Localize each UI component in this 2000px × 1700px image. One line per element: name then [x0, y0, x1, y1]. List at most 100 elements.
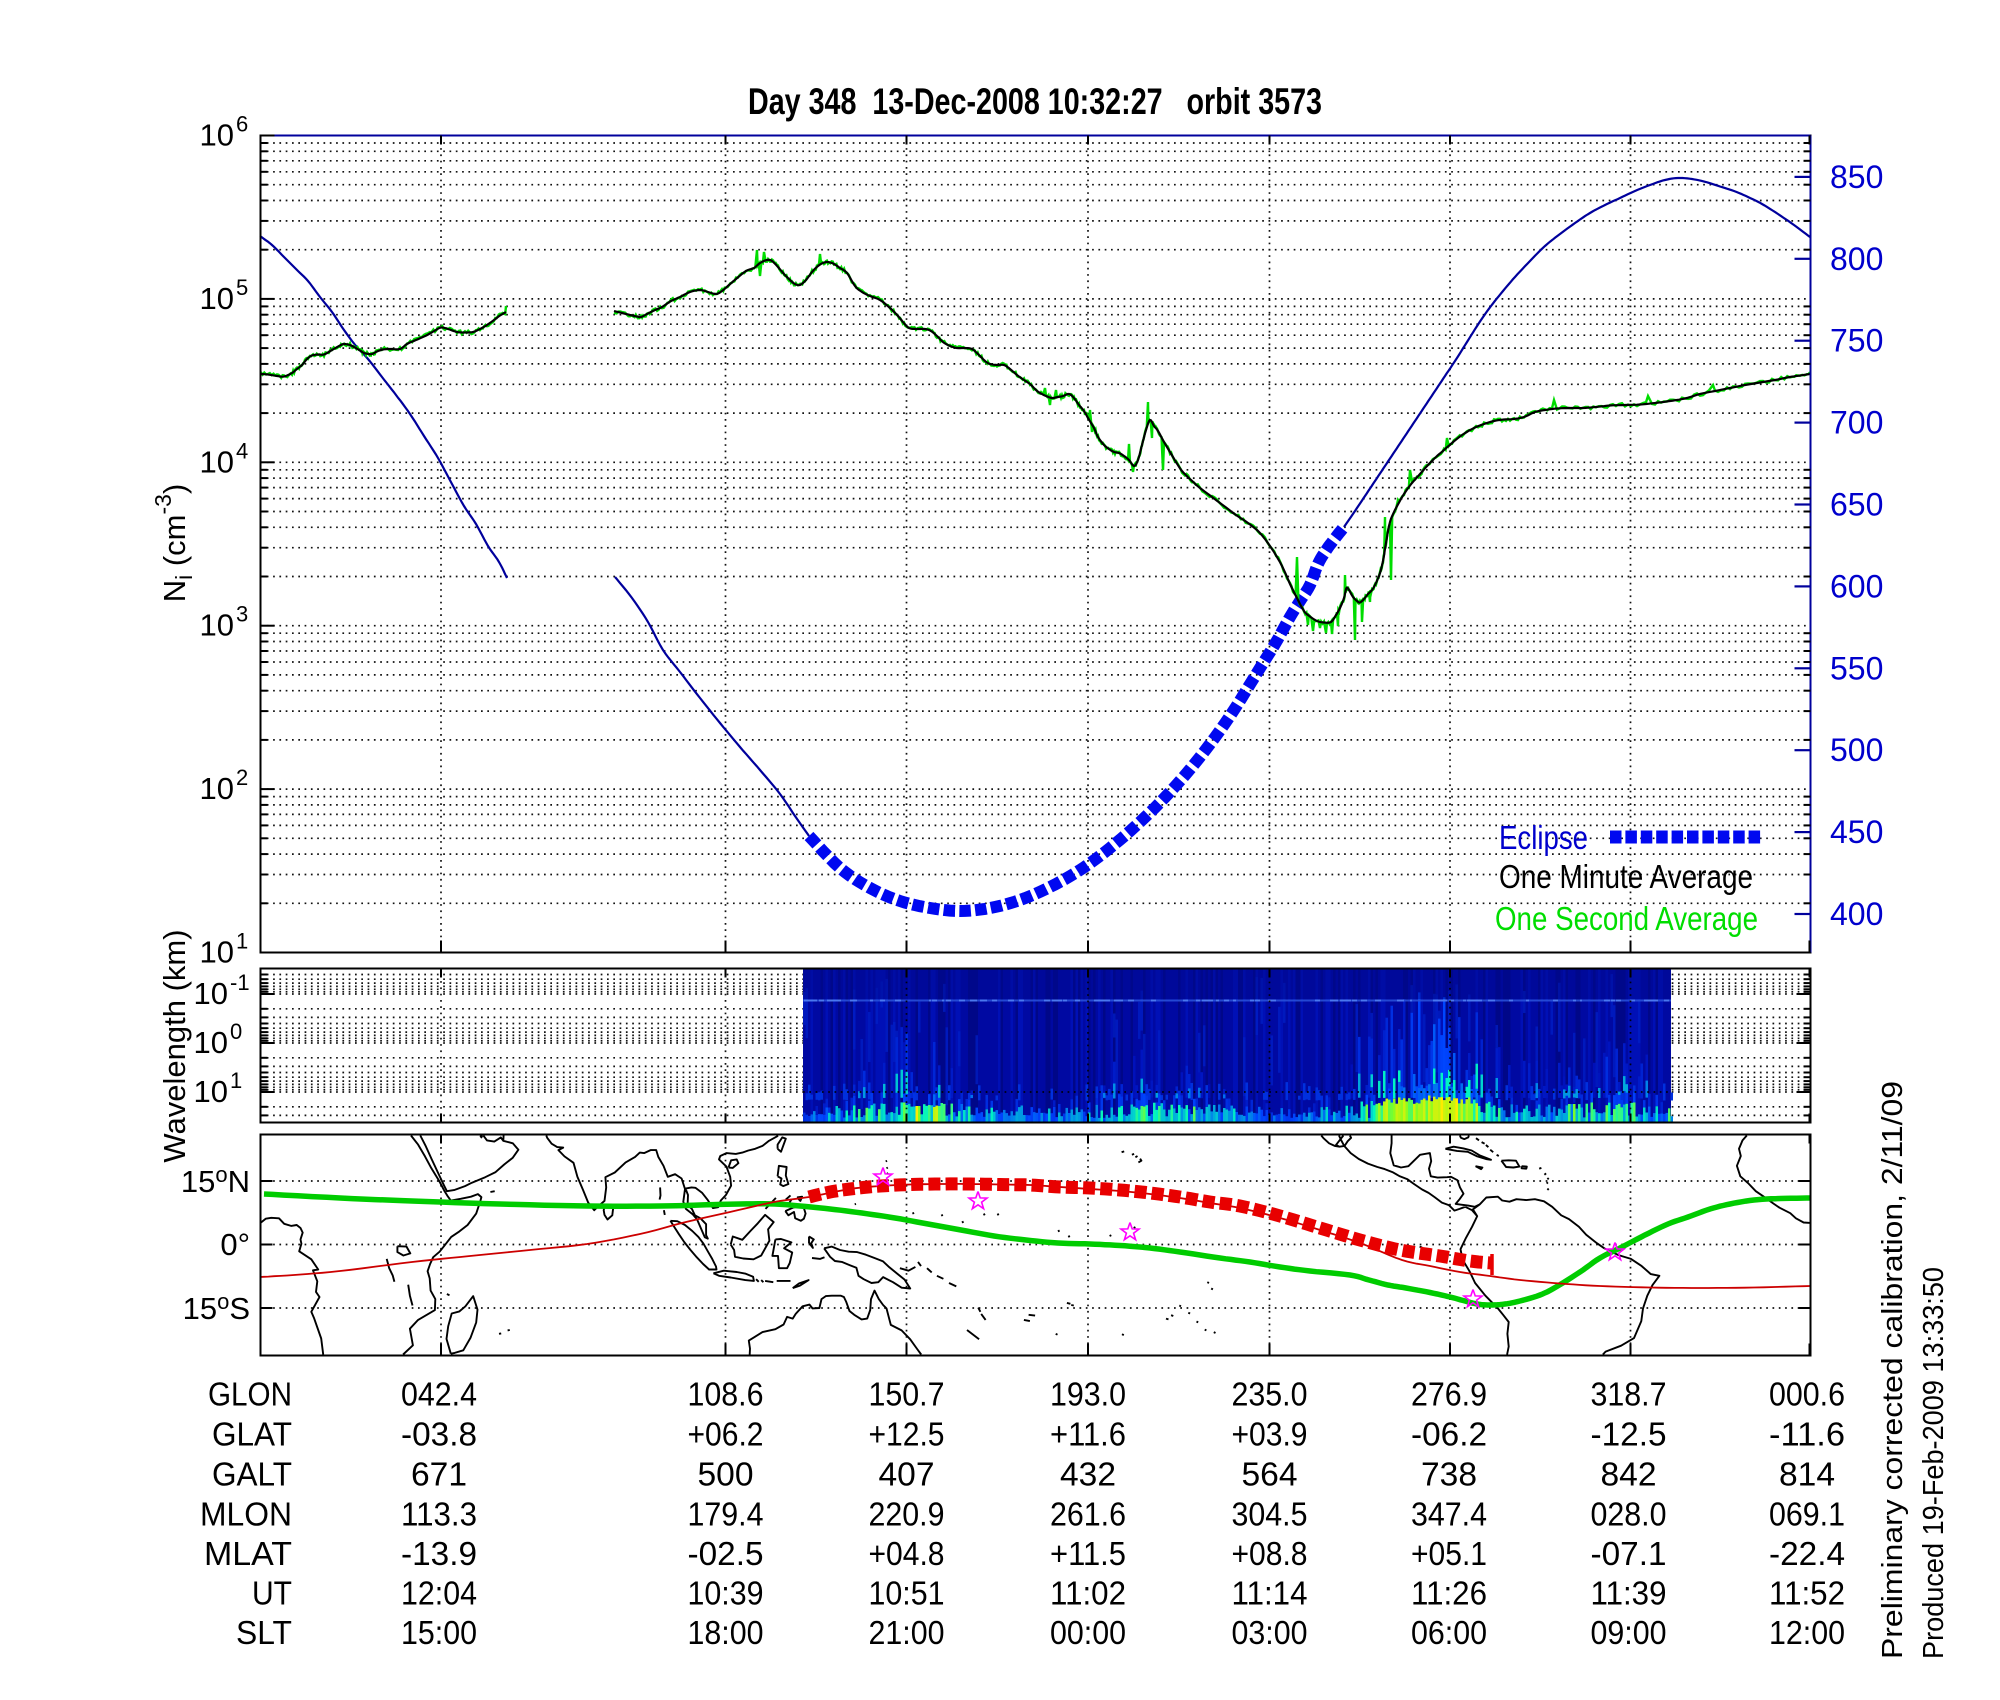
svg-text:One Minute Average: One Minute Average	[1499, 858, 1753, 895]
svg-text:10: 10	[200, 935, 234, 970]
svg-text:11:39: 11:39	[1591, 1575, 1667, 1612]
svg-text:SLT: SLT	[236, 1614, 292, 1651]
svg-text:6: 6	[236, 112, 248, 137]
svg-text:500: 500	[1830, 732, 1883, 768]
svg-text:One Second Average: One Second Average	[1495, 900, 1758, 937]
svg-text:UT: UT	[252, 1575, 292, 1612]
svg-text:850: 850	[1830, 159, 1883, 195]
svg-text:5: 5	[236, 275, 248, 300]
svg-text:10: 10	[200, 118, 234, 153]
svg-text:450: 450	[1830, 814, 1883, 850]
svg-text:10:51: 10:51	[869, 1575, 945, 1612]
svg-text:10: 10	[200, 608, 234, 643]
svg-text:0°: 0°	[220, 1227, 250, 1262]
svg-text:069.1: 069.1	[1769, 1496, 1845, 1533]
svg-text:Ni (cm-3): Ni (cm-3)	[150, 484, 197, 603]
svg-text:15:00: 15:00	[401, 1614, 477, 1651]
svg-text:-13.9: -13.9	[401, 1535, 477, 1572]
svg-text:11:14: 11:14	[1232, 1575, 1308, 1612]
svg-text:-07.1: -07.1	[1591, 1535, 1667, 1572]
svg-text:432: 432	[1060, 1456, 1116, 1493]
svg-text:+05.1: +05.1	[1411, 1535, 1487, 1572]
svg-text:+08.8: +08.8	[1232, 1535, 1308, 1572]
svg-text:+11.5: +11.5	[1050, 1535, 1126, 1572]
svg-text:-02.5: -02.5	[688, 1535, 764, 1572]
svg-text:10: 10	[194, 1025, 228, 1060]
svg-text:GALT: GALT	[212, 1456, 292, 1493]
svg-text:15oN: 15oN	[181, 1162, 250, 1199]
svg-text:-1: -1	[230, 970, 250, 995]
svg-text:-11.6: -11.6	[1769, 1416, 1845, 1453]
svg-text:10:39: 10:39	[688, 1575, 764, 1612]
svg-text:671: 671	[411, 1456, 467, 1493]
svg-text:Day 348 13-Dec-2008 10:32:27: Day 348 13-Dec-2008 10:32:27 orbit 3573	[748, 81, 1322, 122]
svg-text:+11.6: +11.6	[1050, 1416, 1126, 1453]
svg-text:600: 600	[1830, 568, 1883, 604]
svg-text:Wavelength (km): Wavelength (km)	[157, 929, 192, 1162]
svg-text:10: 10	[194, 1074, 228, 1109]
svg-text:Eclipse: Eclipse	[1499, 819, 1588, 856]
svg-text:000.6: 000.6	[1769, 1376, 1845, 1413]
svg-text:1: 1	[236, 929, 248, 954]
svg-text:Preliminary corrected calibrat: Preliminary corrected calibration, 2/11/…	[1877, 1081, 1909, 1659]
svg-text:MLON: MLON	[200, 1496, 292, 1533]
svg-text:10: 10	[200, 444, 234, 479]
svg-text:650: 650	[1830, 487, 1883, 523]
svg-text:304.5: 304.5	[1232, 1496, 1308, 1533]
svg-text:407: 407	[879, 1456, 935, 1493]
svg-text:550: 550	[1830, 650, 1883, 686]
svg-text:GLON: GLON	[208, 1376, 292, 1413]
svg-text:09:00: 09:00	[1591, 1614, 1667, 1651]
svg-text:500: 500	[698, 1456, 754, 1493]
svg-text:Produced 19-Feb-2009 13:33:50: Produced 19-Feb-2009 13:33:50	[1918, 1267, 1950, 1659]
svg-text:235.0: 235.0	[1232, 1376, 1308, 1413]
svg-text:800: 800	[1830, 241, 1883, 277]
svg-text:261.6: 261.6	[1050, 1496, 1126, 1533]
svg-text:12:00: 12:00	[1769, 1614, 1845, 1651]
svg-text:738: 738	[1421, 1456, 1477, 1493]
svg-text:179.4: 179.4	[688, 1496, 764, 1533]
svg-text:028.0: 028.0	[1591, 1496, 1667, 1533]
svg-text:042.4: 042.4	[401, 1376, 477, 1413]
svg-text:-06.2: -06.2	[1411, 1416, 1487, 1453]
svg-text:03:00: 03:00	[1232, 1614, 1308, 1651]
svg-text:-22.4: -22.4	[1769, 1535, 1845, 1572]
svg-text:+03.9: +03.9	[1232, 1416, 1308, 1453]
svg-text:00:00: 00:00	[1050, 1614, 1126, 1651]
svg-text:1: 1	[230, 1068, 242, 1093]
svg-text:276.9: 276.9	[1411, 1376, 1487, 1413]
svg-text:11:02: 11:02	[1050, 1575, 1126, 1612]
svg-text:3: 3	[236, 602, 248, 627]
svg-text:0: 0	[230, 1019, 242, 1044]
svg-text:GLAT: GLAT	[212, 1416, 292, 1453]
svg-text:400: 400	[1830, 896, 1883, 932]
svg-text:750: 750	[1830, 323, 1883, 359]
svg-text:+04.8: +04.8	[869, 1535, 945, 1572]
svg-text:564: 564	[1242, 1456, 1298, 1493]
svg-text:06:00: 06:00	[1411, 1614, 1487, 1651]
svg-text:700: 700	[1830, 405, 1883, 441]
svg-text:11:26: 11:26	[1411, 1575, 1487, 1612]
svg-text:4: 4	[236, 438, 248, 463]
svg-text:15oS: 15oS	[183, 1289, 250, 1326]
svg-text:193.0: 193.0	[1050, 1376, 1126, 1413]
svg-text:10: 10	[194, 976, 228, 1011]
svg-text:318.7: 318.7	[1591, 1376, 1667, 1413]
svg-text:108.6: 108.6	[688, 1376, 764, 1413]
svg-text:814: 814	[1779, 1456, 1835, 1493]
svg-text:18:00: 18:00	[688, 1614, 764, 1651]
svg-text:-12.5: -12.5	[1591, 1416, 1667, 1453]
svg-text:347.4: 347.4	[1411, 1496, 1487, 1533]
svg-text:+06.2: +06.2	[688, 1416, 764, 1453]
svg-text:10: 10	[200, 771, 234, 806]
svg-text:MLAT: MLAT	[204, 1535, 292, 1572]
svg-text:10: 10	[200, 281, 234, 316]
svg-text:+12.5: +12.5	[869, 1416, 945, 1453]
svg-text:220.9: 220.9	[869, 1496, 945, 1533]
svg-text:11:52: 11:52	[1769, 1575, 1845, 1612]
svg-text:12:04: 12:04	[401, 1575, 477, 1612]
svg-text:150.7: 150.7	[869, 1376, 945, 1413]
svg-text:842: 842	[1601, 1456, 1657, 1493]
svg-text:113.3: 113.3	[401, 1496, 477, 1533]
svg-text:21:00: 21:00	[869, 1614, 945, 1651]
